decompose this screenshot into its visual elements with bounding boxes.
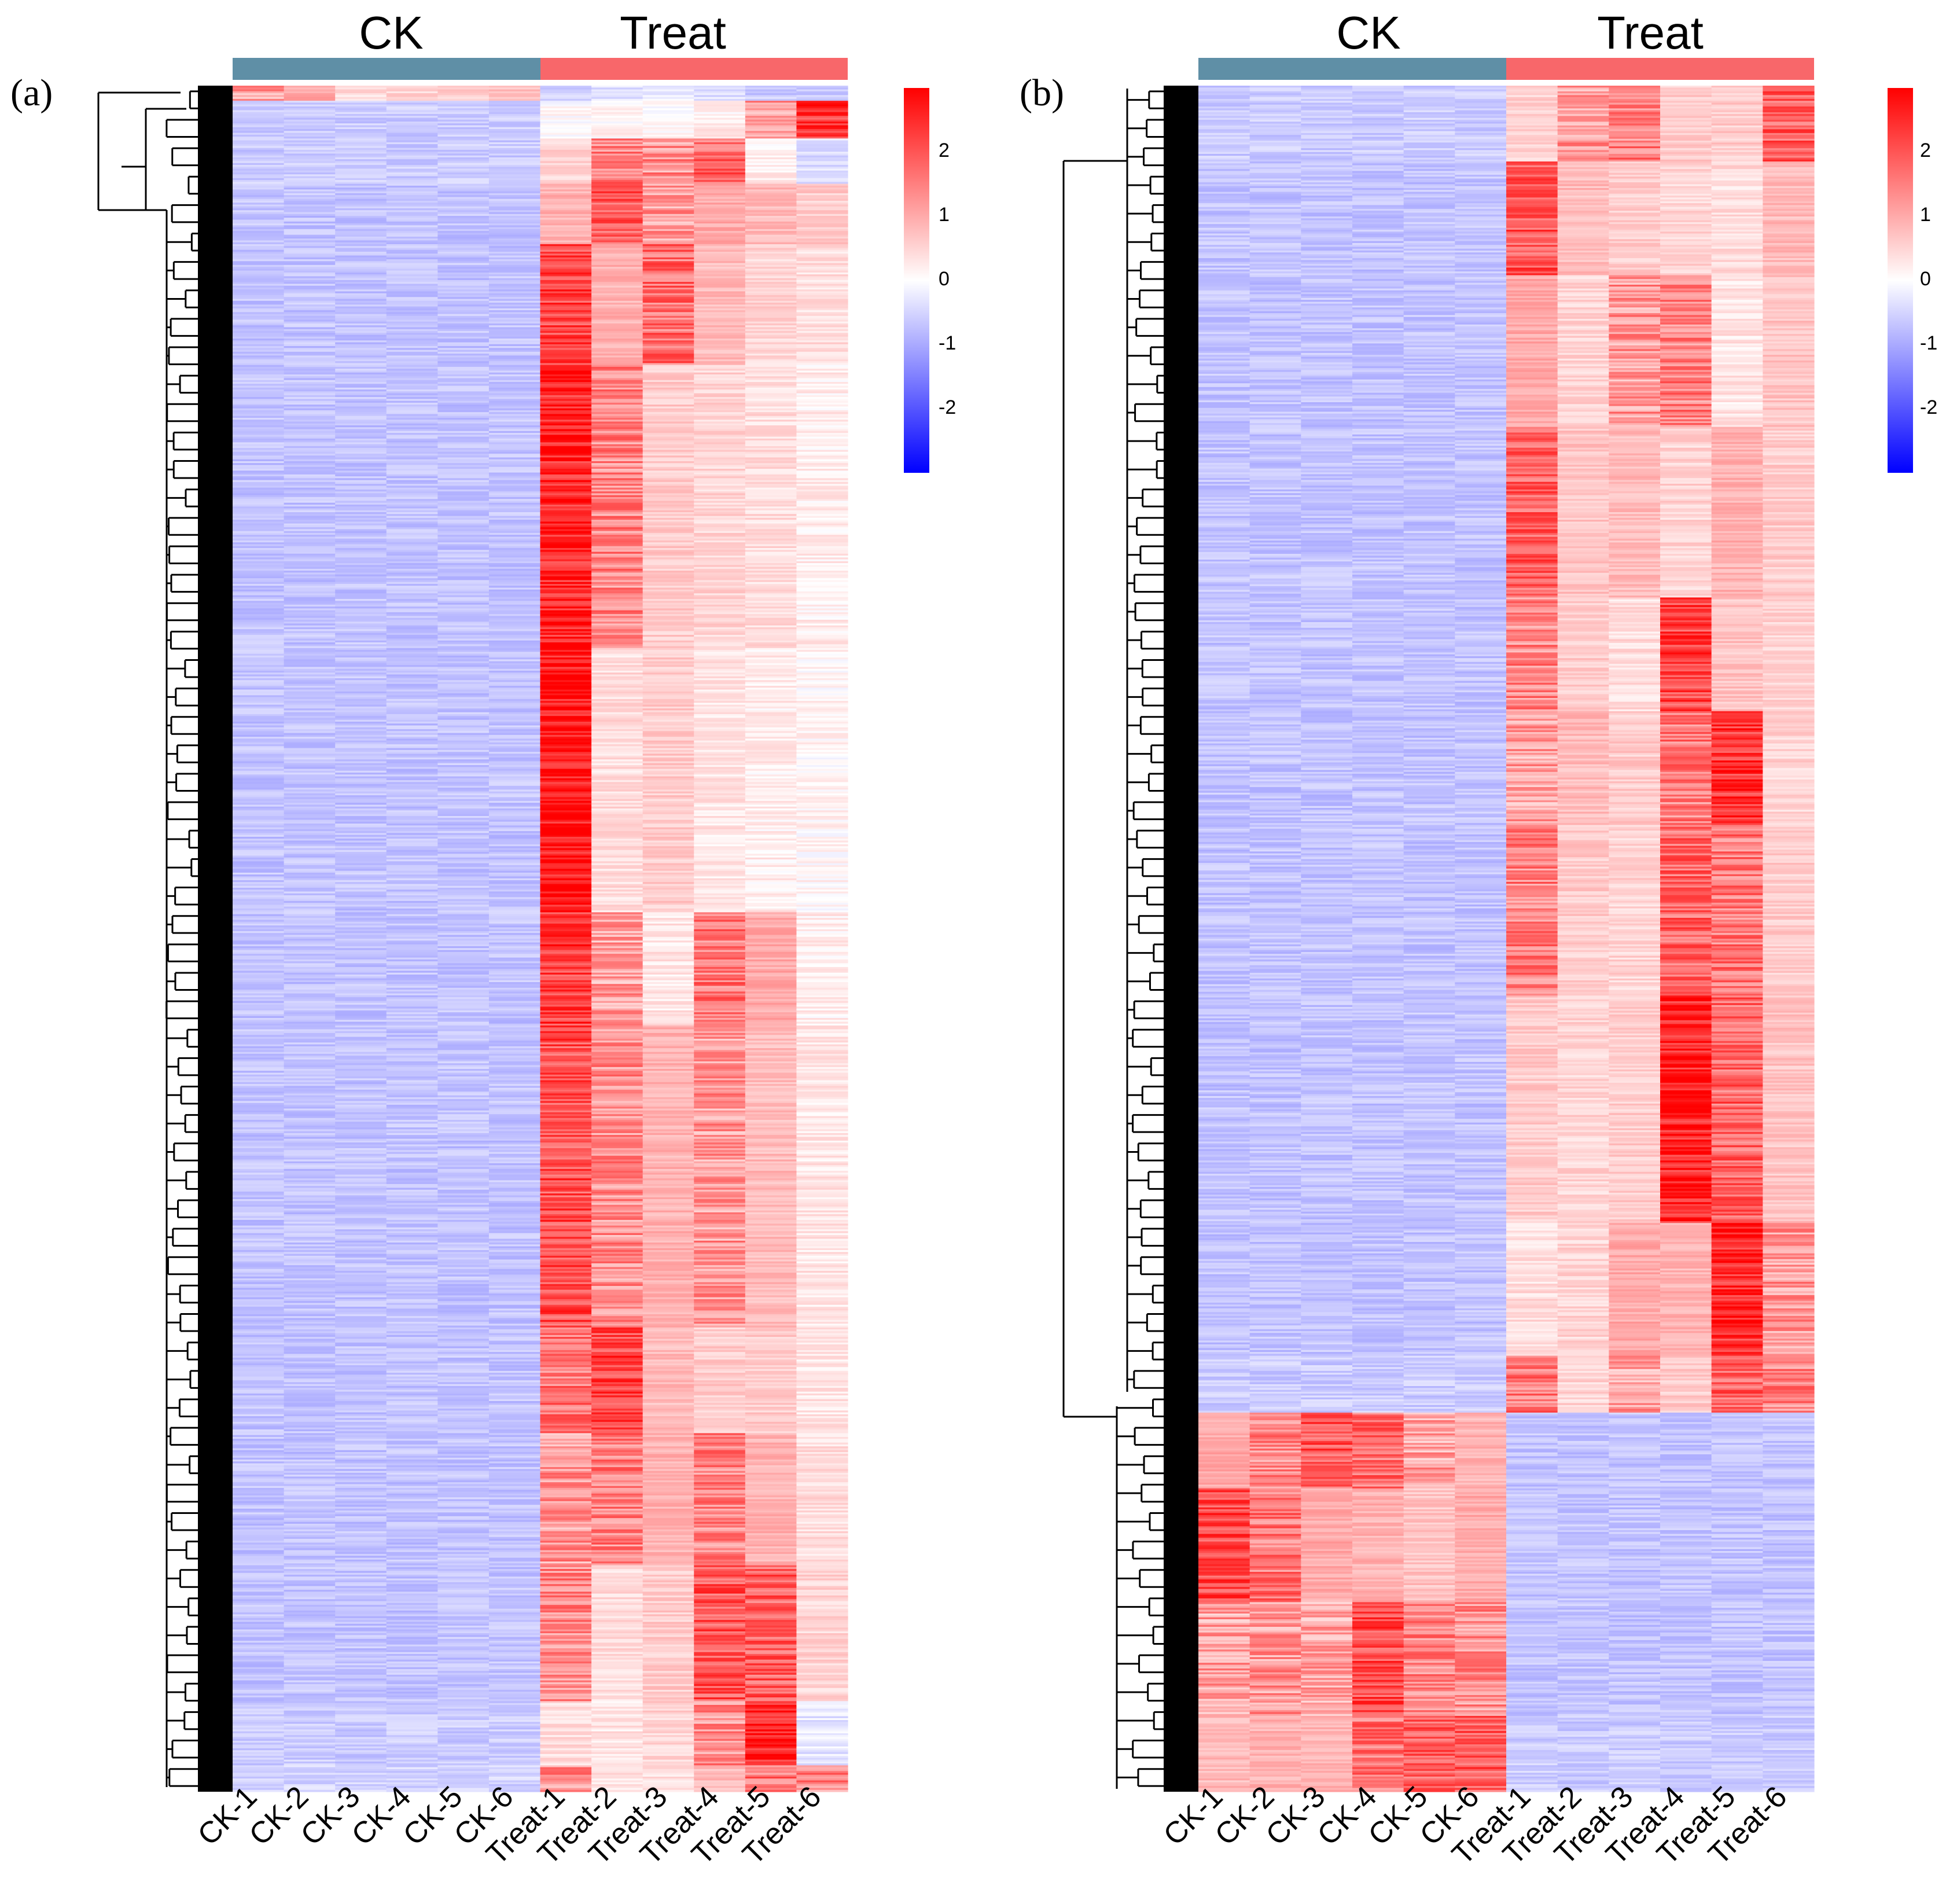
group-label-ck-a: CK xyxy=(359,7,423,58)
figure: (a) CK Treat 2 1 0 -1 -2 CK xyxy=(0,0,1946,1904)
heatmap-figure: (a) CK Treat 2 1 0 -1 -2 CK xyxy=(0,0,1946,1904)
group-header-a: CK Treat xyxy=(233,7,848,80)
group-bar-treat-a xyxy=(540,58,848,80)
panel-a: (a) CK Treat 2 1 0 -1 -2 CK xyxy=(10,7,956,1872)
group-bar-ck-a xyxy=(233,58,540,80)
heatmap-cells-a xyxy=(233,86,848,1792)
panel-label-a: (a) xyxy=(10,72,53,114)
group-label-treat-a: Treat xyxy=(620,7,726,58)
